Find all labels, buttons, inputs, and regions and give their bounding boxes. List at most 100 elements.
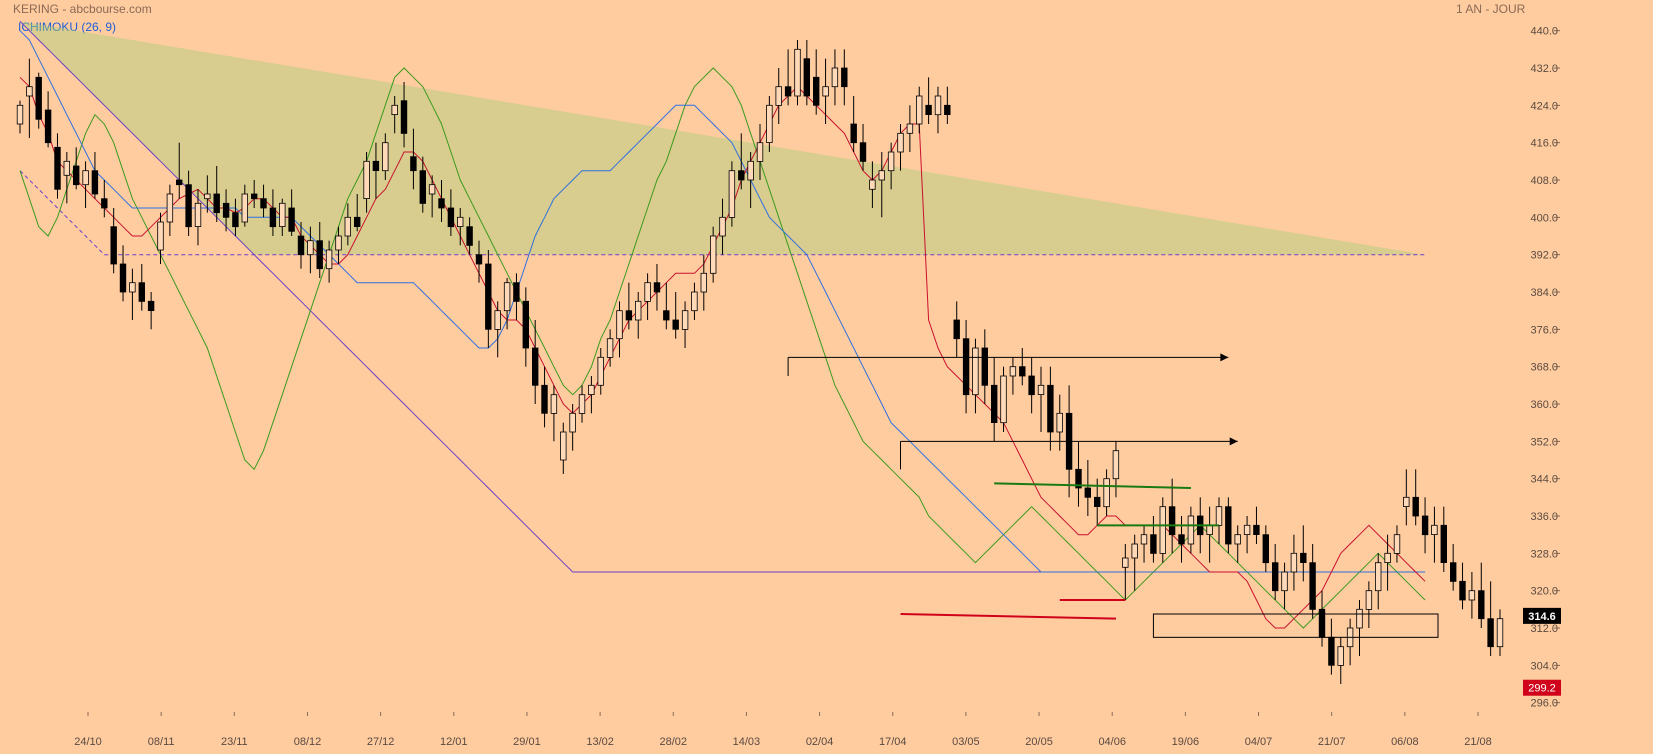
candle <box>147 300 155 311</box>
candle <box>953 319 960 340</box>
ichimoku-cloud <box>20 21 1426 255</box>
candle <box>213 193 220 214</box>
y-tick-label: 432.0 <box>1530 63 1558 75</box>
candle <box>962 338 970 396</box>
candle <box>859 142 867 162</box>
candle <box>166 193 174 223</box>
x-tick-label: 17/04 <box>879 736 907 748</box>
y-tick-label: 352.0 <box>1530 436 1558 448</box>
candle <box>1450 562 1457 582</box>
candle <box>1431 524 1438 535</box>
candle <box>325 249 333 270</box>
y-tick-label: 312.0 <box>1530 623 1558 635</box>
candle <box>616 310 623 340</box>
candle <box>1300 552 1307 563</box>
candle <box>456 216 464 228</box>
candle <box>438 198 445 209</box>
candle <box>1234 534 1241 545</box>
x-tick-label: 13/02 <box>586 736 614 748</box>
y-tick-label: 440.0 <box>1530 26 1558 38</box>
candle <box>878 170 885 181</box>
candle <box>1356 608 1363 629</box>
candle <box>653 282 661 293</box>
candle <box>700 272 707 293</box>
kijun-sen-line <box>19 30 1426 573</box>
candle <box>1168 506 1176 536</box>
candle <box>560 431 567 461</box>
y-tick-label: 392.0 <box>1530 250 1558 262</box>
resistance-arrow-upper-head <box>1220 353 1229 362</box>
candle <box>1459 580 1466 601</box>
candle <box>822 86 829 97</box>
candle <box>1403 496 1410 507</box>
candle <box>1328 636 1335 666</box>
x-tick-label: 12/01 <box>440 736 468 748</box>
candle <box>316 240 323 270</box>
candle <box>400 100 408 134</box>
candle <box>1478 590 1485 620</box>
candle <box>1037 384 1045 395</box>
x-tick-label: 24/10 <box>74 736 102 748</box>
candle <box>1206 524 1213 535</box>
candle <box>1075 468 1082 489</box>
candle <box>475 254 483 265</box>
candle <box>119 263 127 293</box>
candle <box>1084 487 1091 498</box>
candle <box>344 216 351 237</box>
candle <box>813 76 820 106</box>
candle <box>710 235 717 274</box>
candle <box>1225 506 1232 545</box>
x-tick-label: 14/03 <box>733 736 761 748</box>
candle <box>1468 590 1476 601</box>
y-tick-label: 416.0 <box>1530 138 1558 150</box>
y-tick-label: 336.0 <box>1530 511 1558 523</box>
candle <box>185 184 192 228</box>
candle <box>391 104 398 116</box>
period-label: 1 AN - JOUR <box>1456 2 1526 16</box>
y-tick-label: 424.0 <box>1530 100 1558 112</box>
candle <box>925 104 932 116</box>
candle <box>850 123 857 144</box>
candle <box>382 142 389 172</box>
candle <box>934 95 942 116</box>
candle <box>1496 618 1504 648</box>
y-tick-label: 296.0 <box>1530 698 1558 710</box>
candle <box>1215 506 1223 526</box>
x-tick-label: 03/05 <box>952 736 980 748</box>
candle <box>1375 562 1382 592</box>
candle <box>635 300 642 321</box>
x-tick-label: 02/04 <box>806 736 834 748</box>
candle <box>1187 515 1195 545</box>
candle <box>110 226 117 265</box>
candle <box>644 282 651 302</box>
y-tick-label: 368.0 <box>1530 362 1558 374</box>
candle <box>269 207 277 228</box>
candle <box>232 212 239 228</box>
candle <box>129 282 136 293</box>
candle <box>138 282 145 302</box>
candle <box>63 160 70 176</box>
candle <box>756 142 764 162</box>
candle <box>1262 534 1269 564</box>
candle <box>35 76 42 120</box>
low-price-label: 299.2 <box>1528 683 1556 695</box>
x-tick-label: 08/11 <box>148 736 175 748</box>
candle <box>1047 384 1054 433</box>
candle <box>260 198 267 209</box>
candle <box>447 207 455 228</box>
x-tick-label: 21/08 <box>1464 736 1492 748</box>
candle <box>578 394 586 414</box>
candle <box>222 202 230 218</box>
candle <box>353 216 361 228</box>
candle <box>1122 557 1129 568</box>
candle <box>157 221 164 251</box>
candle <box>906 123 914 134</box>
candle <box>466 226 473 246</box>
candle <box>428 184 436 195</box>
candle <box>1290 552 1298 573</box>
candle <box>1019 366 1026 377</box>
candle <box>1112 450 1120 480</box>
candle <box>1337 646 1344 666</box>
candle <box>1253 524 1260 535</box>
